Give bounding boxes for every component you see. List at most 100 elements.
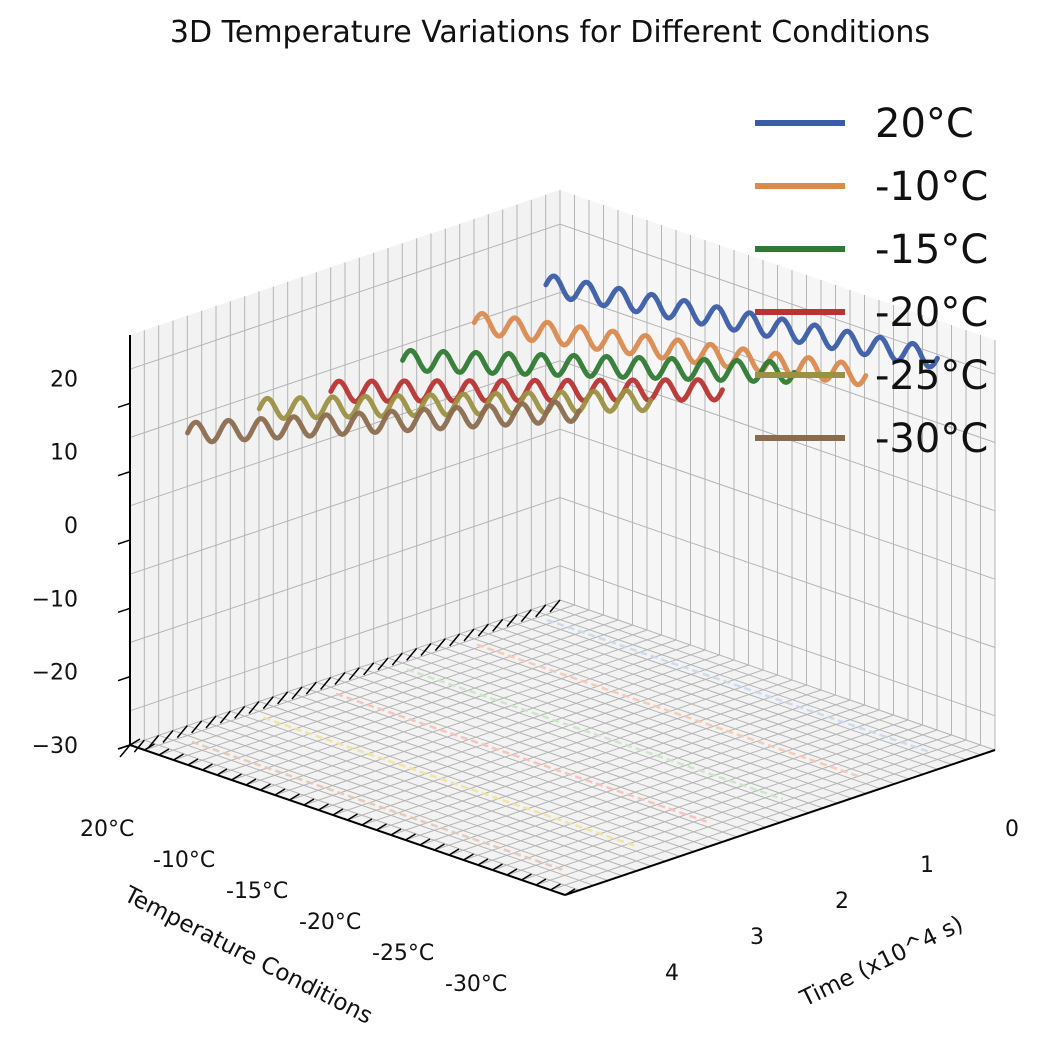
z-axis: −30 −20 −10 0 10 20 <box>32 335 131 759</box>
z-tick <box>117 470 131 477</box>
time-tick <box>550 883 561 891</box>
legend: 20°C -10°C -15°C -20°C -25°C -30°C <box>755 101 988 462</box>
shadow-lines <box>191 618 931 872</box>
condition-tick-label: -20°C <box>299 910 361 935</box>
z-tick <box>117 539 131 545</box>
condition-tick <box>348 667 360 681</box>
z-tick-label: −20 <box>32 661 78 686</box>
grid-line <box>521 325 952 881</box>
time-tick <box>187 758 199 766</box>
condition-tick <box>277 691 289 705</box>
time-tick <box>463 853 474 861</box>
time-axis: 0 1 2 3 4 <box>129 738 1019 986</box>
z-tick <box>117 402 131 409</box>
condition-tick <box>492 618 504 632</box>
time-tick <box>318 803 329 811</box>
condition-tick <box>219 710 231 724</box>
time-tick <box>260 783 271 791</box>
shadow-floor-line <box>546 618 931 754</box>
z-tick-label: −30 <box>32 734 78 759</box>
time-tick <box>289 793 300 801</box>
shadow-floor-line <box>406 668 784 801</box>
time-tick <box>390 828 402 836</box>
z-tick-label: 0 <box>64 514 78 539</box>
z-tick-label: 10 <box>50 441 78 466</box>
series-lines <box>185 273 940 445</box>
time-tick <box>448 848 460 856</box>
condition-tick <box>391 652 403 666</box>
time-tick <box>274 788 286 796</box>
time-tick <box>347 813 358 821</box>
condition-tick <box>305 681 317 695</box>
time-axis-line <box>564 749 996 896</box>
grid-line <box>434 295 865 851</box>
condition-tick <box>320 676 332 690</box>
condition-tick <box>262 696 274 710</box>
grid-line <box>477 310 909 866</box>
condition-tick <box>506 614 518 627</box>
condition-tick <box>434 638 446 652</box>
condition-tick-label: -25°C <box>372 941 434 966</box>
grid-line <box>129 496 996 648</box>
condition-tick <box>549 599 561 613</box>
condition-tick <box>291 686 303 700</box>
condition-tick <box>119 744 131 758</box>
legend-label: -30°C <box>875 416 988 462</box>
time-tick-label: 2 <box>835 889 849 914</box>
grid-line <box>158 325 594 886</box>
condition-tick-label: -30°C <box>445 972 507 997</box>
time-tick-label: 3 <box>750 925 764 950</box>
z-tick <box>117 607 131 614</box>
condition-tick <box>520 609 532 623</box>
time-tick <box>245 778 257 786</box>
y-axis-label: Time (x10^4 s) <box>796 911 968 1013</box>
z-tick <box>117 675 131 682</box>
time-tick <box>521 873 532 881</box>
series-line-4 <box>328 377 725 405</box>
time-tick <box>144 743 155 751</box>
condition-tick <box>248 701 260 714</box>
condition-tick <box>234 705 246 719</box>
grid-line <box>129 223 996 375</box>
condition-tick <box>377 657 389 671</box>
legend-label: -15°C <box>875 227 988 273</box>
condition-tick-label: 20°C <box>80 817 134 842</box>
condition-tick <box>535 604 547 618</box>
time-tick <box>535 878 547 886</box>
series-line-2 <box>471 310 869 388</box>
time-tick <box>202 763 213 771</box>
grid-line <box>201 310 637 872</box>
time-tick <box>419 838 431 846</box>
grid-line <box>535 330 967 886</box>
grid-line <box>463 305 894 861</box>
grid-line <box>129 428 996 580</box>
shadow-floor-line <box>476 643 859 778</box>
time-tick-label: 4 <box>665 961 679 986</box>
time-tick <box>376 823 387 831</box>
legend-label: 20°C <box>875 101 974 147</box>
time-tick <box>231 773 242 781</box>
grid-line <box>129 291 996 443</box>
condition-tick <box>449 633 461 647</box>
shadow-floor-line <box>335 692 711 825</box>
time-tick <box>303 798 315 806</box>
series-line-5 <box>256 388 654 421</box>
condition-tick <box>148 734 160 748</box>
grid-line <box>129 565 996 717</box>
condition-tick <box>162 730 174 743</box>
time-tick <box>492 863 503 871</box>
chart-title: 3D Temperature Variations for Different … <box>170 15 930 50</box>
z-tick-label: −10 <box>32 587 78 612</box>
time-tick <box>434 843 445 851</box>
condition-tick <box>133 739 145 753</box>
time-tick-label: 1 <box>920 853 934 878</box>
time-tick <box>129 738 141 746</box>
grid-line <box>448 300 880 856</box>
series-line-3 <box>400 347 797 385</box>
time-tick-label: 0 <box>1005 817 1019 842</box>
z-tick <box>117 744 131 750</box>
legend-label: -25°C <box>875 353 988 399</box>
z-tick-label: 20 <box>50 367 78 392</box>
condition-tick <box>205 715 217 729</box>
